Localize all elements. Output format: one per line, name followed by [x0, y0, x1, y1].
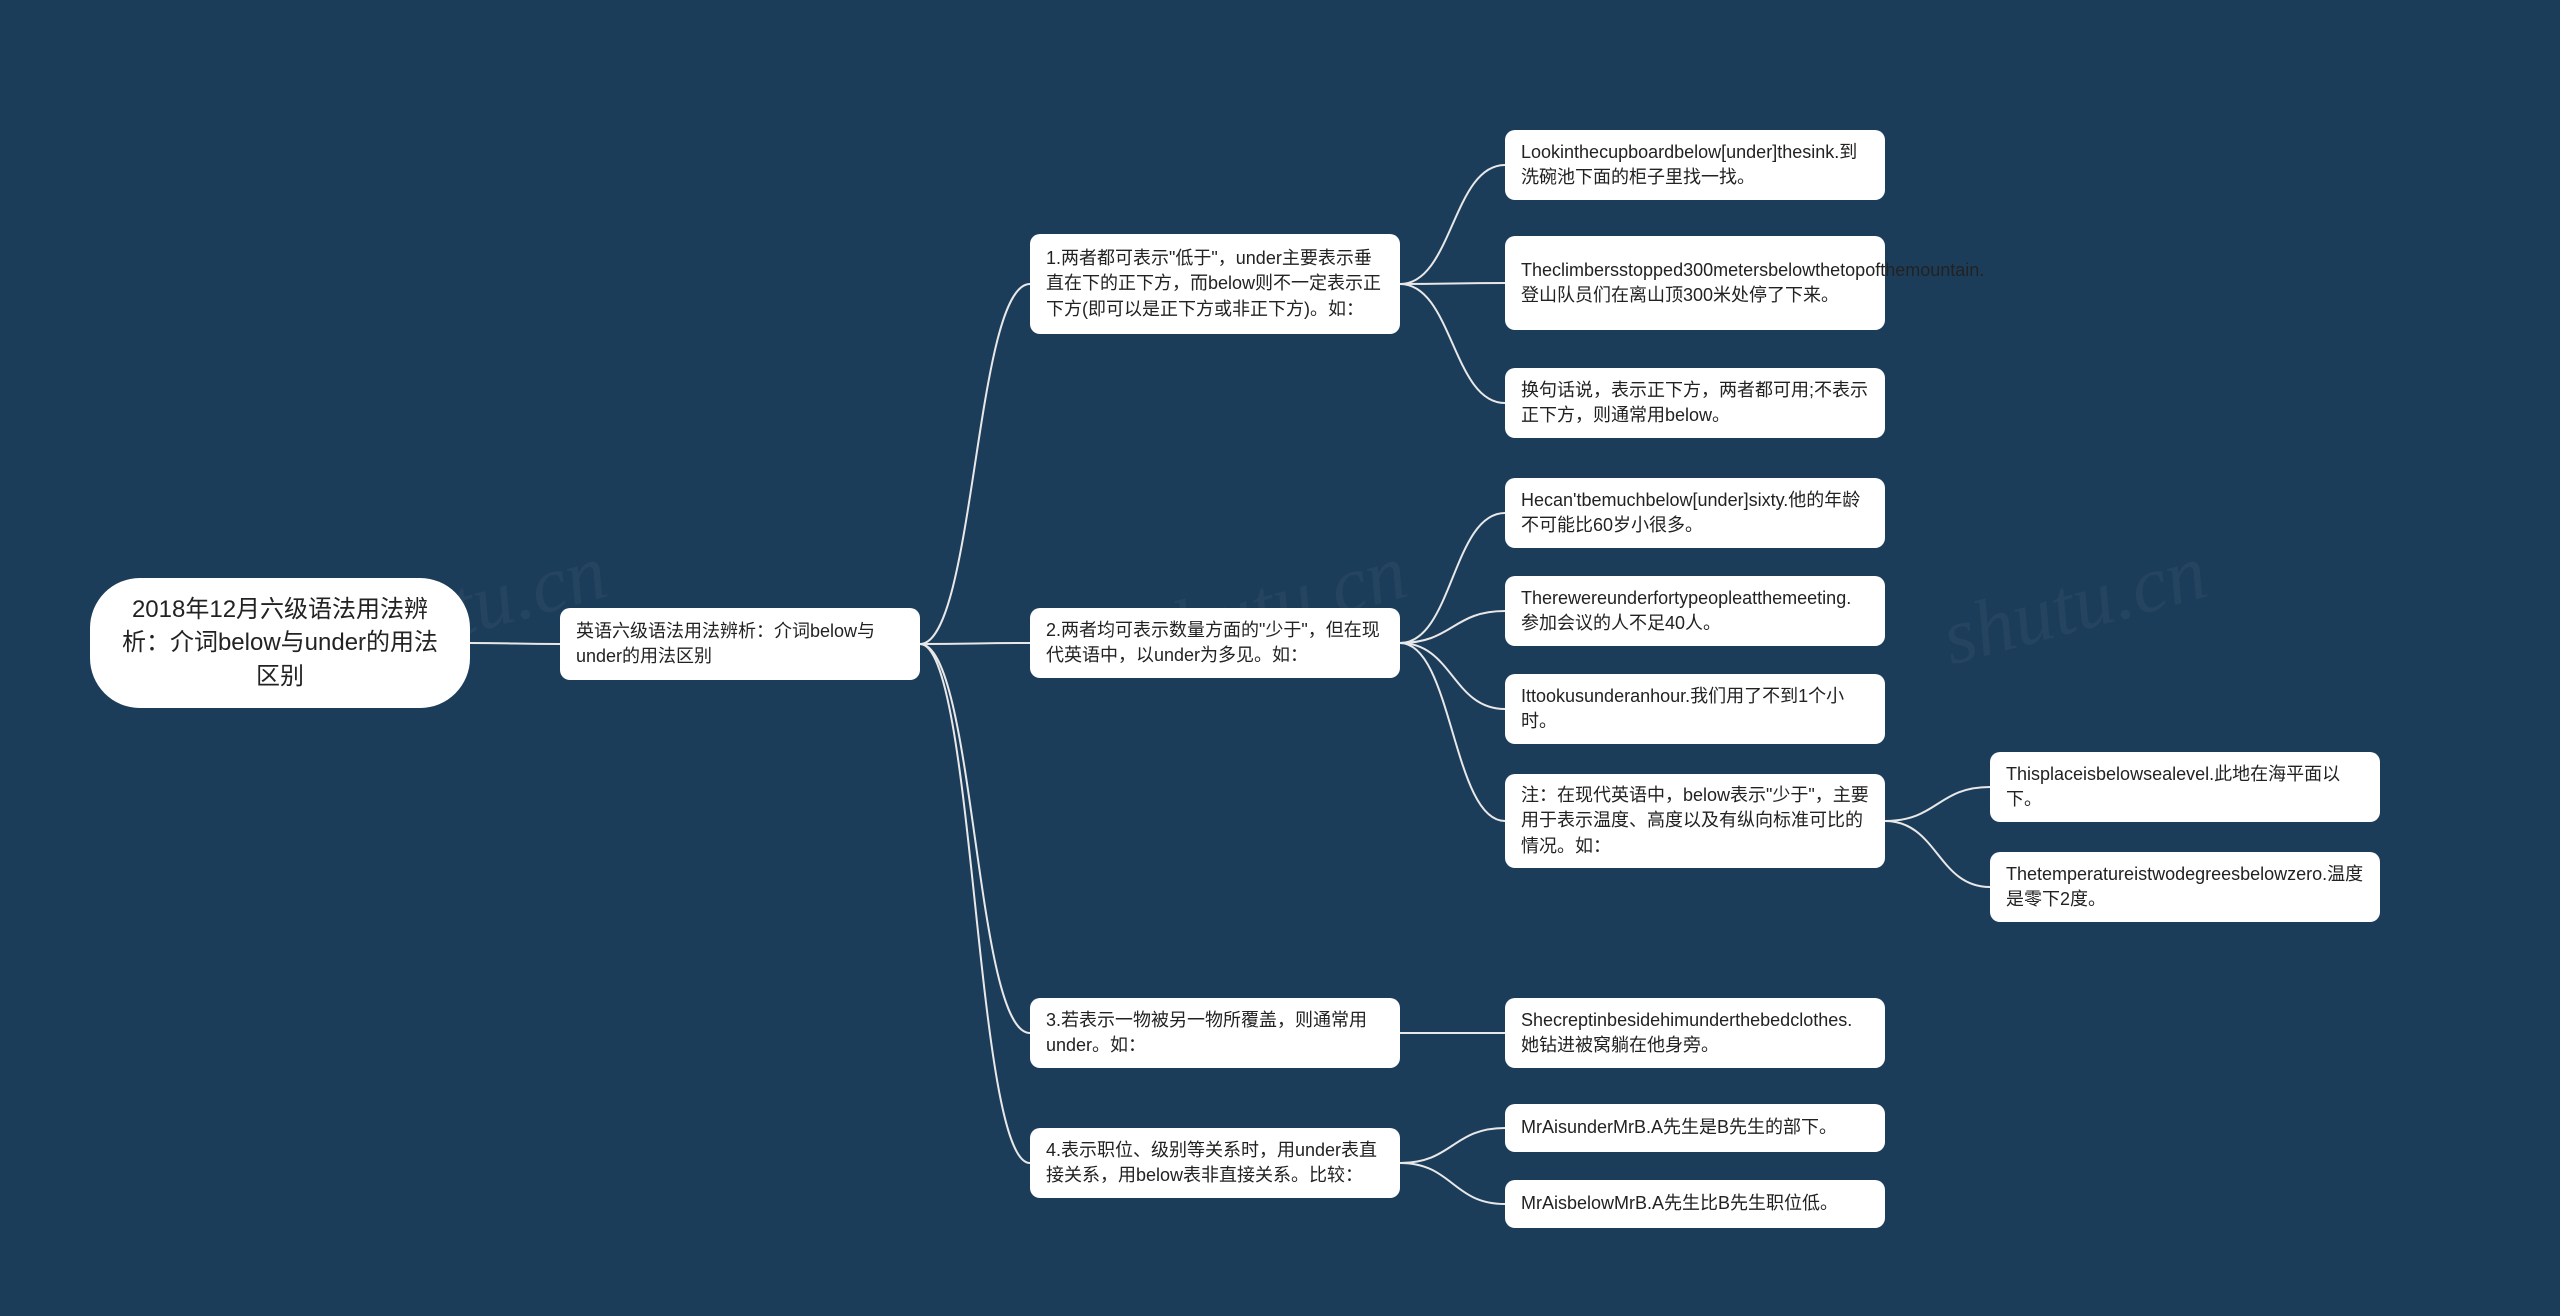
- section-1: 1.两者都可表示"低于"，under主要表示垂直在下的正下方，而below则不一…: [1030, 234, 1400, 334]
- section-3: 3.若表示一物被另一物所覆盖，则通常用under。如：: [1030, 998, 1400, 1068]
- level1-node: 英语六级语法用法辨析：介词below与under的用法区别: [560, 608, 920, 680]
- s4-example-b: MrAisbelowMrB.A先生比B先生职位低。: [1505, 1180, 1885, 1228]
- s2-example-b: Therewereunderfortypeopleatthemeeting.参加…: [1505, 576, 1885, 646]
- s4-example-a: MrAisunderMrB.A先生是B先生的部下。: [1505, 1104, 1885, 1152]
- s2-note: 注：在现代英语中，below表示"少于"，主要用于表示温度、高度以及有纵向标准可…: [1505, 774, 1885, 868]
- root-node: 2018年12月六级语法用法辨析：介词below与under的用法区别: [90, 578, 470, 708]
- section-4: 4.表示职位、级别等关系时，用under表直接关系，用below表非直接关系。比…: [1030, 1128, 1400, 1198]
- watermark-3: shutu.cn: [1933, 527, 2216, 684]
- s1-example-b: Theclimbersstopped300metersbelowthetopof…: [1505, 236, 1885, 330]
- s2-note-example-b: Thetemperatureistwodegreesbelowzero.温度是零…: [1990, 852, 2380, 922]
- s1-example-a: Lookinthecupboardbelow[under]thesink.到洗碗…: [1505, 130, 1885, 200]
- s2-example-c: Ittookusunderanhour.我们用了不到1个小时。: [1505, 674, 1885, 744]
- s2-example-a: Hecan'tbemuchbelow[under]sixty.他的年龄不可能比6…: [1505, 478, 1885, 548]
- s1-example-c: 换句话说，表示正下方，两者都可用;不表示正下方，则通常用below。: [1505, 368, 1885, 438]
- s3-example-a: Shecreptinbesidehimunderthebedclothes.她钻…: [1505, 998, 1885, 1068]
- section-2: 2.两者均可表示数量方面的"少于"，但在现代英语中，以under为多见。如：: [1030, 608, 1400, 678]
- s2-note-example-a: Thisplaceisbelowsealevel.此地在海平面以下。: [1990, 752, 2380, 822]
